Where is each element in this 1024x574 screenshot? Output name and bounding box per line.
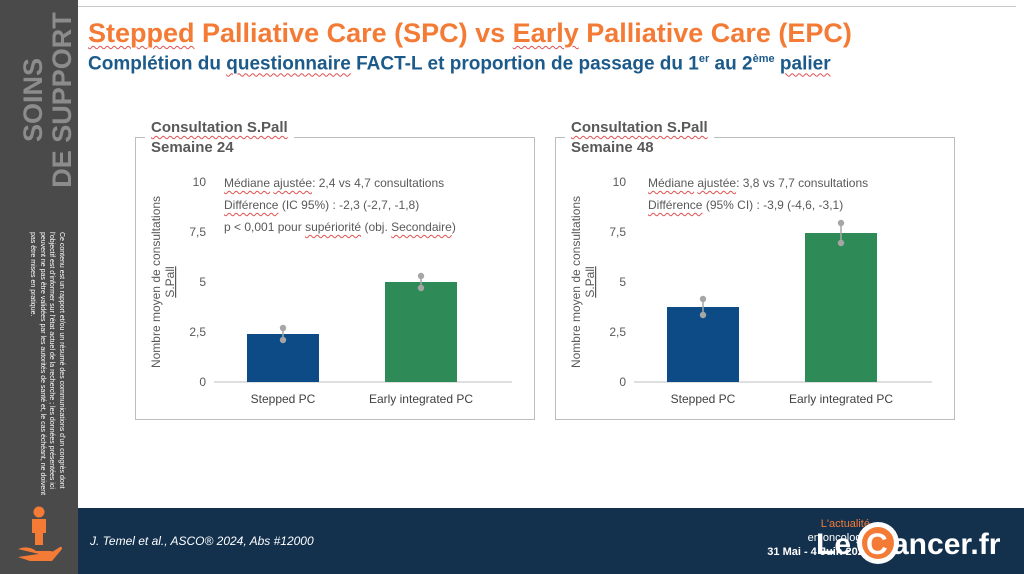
y-axis-label-2: S.Pall [163, 266, 177, 297]
error-high-point-1 [699, 295, 707, 303]
page-subtitle: Complétion du questionnaire FACT-L et pr… [88, 53, 831, 75]
y-tick-label: 5 [199, 275, 206, 289]
y-tick-label: 7,5 [609, 225, 626, 239]
y-axis-label: Nombre moyen de consultations [569, 196, 583, 368]
chart1-annotation-3: p < 0,001 pour supériorité (obj. Seconda… [224, 220, 456, 234]
disclaimer: Ce contenu est un rapport et/ou un résum… [8, 232, 68, 500]
title-word-early: Early [512, 18, 579, 48]
chart2-title-line1: Consultation S.Pall [571, 118, 708, 138]
x-tick-label: Stepped PC [251, 392, 316, 406]
subtitle-part-3: FACT-L et proportion de passage du 1 [350, 53, 699, 75]
y-axis-label-2: S.Pall [583, 266, 597, 297]
congress-dates: 31 Mai - 4 Juin 2024 [767, 546, 870, 558]
chart2-annotation-1: Médiane ajustée: 3,8 vs 7,7 consultation… [648, 176, 869, 190]
x-tick-label: Early integrated PC [369, 392, 473, 406]
actu-line1: L'actualité [820, 518, 870, 530]
y-tick-label: 7,5 [189, 225, 206, 239]
y-tick-label: 10 [193, 175, 207, 189]
error-high-point-1 [279, 324, 287, 332]
y-tick-label: 2,5 [189, 325, 206, 339]
lecancer-logo[interactable]: Le C ancer.fr [816, 514, 1016, 570]
logo-le: Le [816, 528, 851, 561]
subtitle-word-palier: palier [779, 53, 831, 75]
subtitle-word-questionnaire: questionnaire [226, 53, 351, 75]
subtitle-sup-1: er [698, 53, 710, 65]
person-hand-icon [18, 506, 62, 561]
x-tick-label: Stepped PC [671, 392, 736, 406]
chart-panel-week24 [135, 137, 535, 420]
chart2-title-text: Consultation S.Pall [571, 119, 708, 136]
actu-line2: en oncologie [807, 532, 870, 544]
chart1-annotation-2: Différence (IC 95%) : -2,3 (-2,7, -1,8) [224, 198, 420, 212]
sidebar: SOINS DE SUPPORT Ce contenu est un rappo… [0, 0, 78, 574]
y-tick-label: 0 [199, 375, 206, 389]
error-low-point-2 [837, 239, 845, 247]
sidebar-title-line2: DE SUPPORT [47, 12, 77, 188]
error-high-point-2 [837, 219, 845, 227]
chart1-title-line1: Consultation S.Pall [151, 118, 288, 138]
error-low-point-1 [279, 336, 287, 344]
chart-panel-week48-header: Consultation S.Pall Semaine 48 [565, 118, 714, 158]
error-low-point-1 [699, 311, 707, 319]
sidebar-title-line1: SOINS [18, 58, 48, 142]
chart2-annotation-2: Différence (95% CI) : -3,9 (-4,6, -3,1) [648, 198, 844, 212]
sidebar-title-svg: SOINS DE SUPPORT [18, 12, 77, 188]
y-tick-label: 10 [613, 175, 627, 189]
logo-c: C [866, 528, 888, 561]
title-part-2: Palliative Care (SPC) vs [194, 18, 513, 48]
page-title: Stepped Palliative Care (SPC) vs Early P… [88, 18, 852, 49]
citation: J. Temel et al., ASCO® 2024, Abs #12000 [90, 534, 314, 548]
bar-2 [385, 282, 457, 382]
y-tick-label: 5 [619, 275, 626, 289]
bar-2 [805, 233, 877, 382]
error-low-point-2 [417, 284, 425, 292]
chart1-annotation-1: Médiane ajustée: 2,4 vs 4,7 consultation… [224, 176, 445, 190]
congress-info: L'actualité en oncologie 31 Mai - 4 Juin… [698, 517, 870, 559]
y-tick-label: 2,5 [609, 325, 626, 339]
subtitle-part-4: au 2 [709, 53, 753, 75]
x-tick-label: Early integrated PC [789, 392, 893, 406]
title-part-4: Palliative Care (EPC) [578, 18, 852, 48]
chart1-title-line2: Semaine 24 [151, 139, 234, 156]
subtitle-sup-2: ème [752, 53, 775, 65]
disclaimer-text: Ce contenu est un rapport et/ou un résum… [29, 232, 66, 496]
bar-1 [667, 307, 739, 382]
chart-panel-week48 [555, 137, 955, 420]
subtitle-part-1: Complétion du [88, 53, 227, 75]
y-axis-label: Nombre moyen de consultations [149, 196, 163, 368]
y-tick-label: 0 [619, 375, 626, 389]
top-rule [78, 6, 1016, 7]
chart1-title-text: Consultation S.Pall [151, 119, 288, 136]
title-word-stepped: Stepped [88, 18, 195, 48]
error-high-point-2 [417, 272, 425, 280]
footer-bar: J. Temel et al., ASCO® 2024, Abs #12000 … [78, 508, 1024, 574]
chart2-title-line2: Semaine 48 [571, 139, 654, 156]
logo-rest: ancer.fr [892, 528, 1001, 561]
chart-panel-week24-header: Consultation S.Pall Semaine 24 [145, 118, 294, 158]
sidebar-title: SOINS DE SUPPORT [8, 5, 78, 190]
